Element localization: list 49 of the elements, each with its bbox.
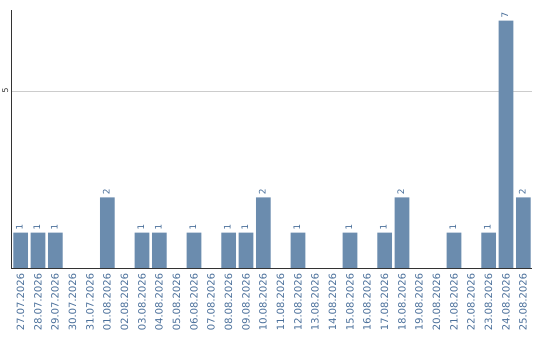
x-tick-label: 06.08.2026 <box>189 273 200 330</box>
data-label: 7 <box>501 12 511 18</box>
x-tick-label: 29.07.2026 <box>50 273 62 330</box>
data-label: 1 <box>380 224 390 230</box>
x-tick-label: 04.08.2026 <box>154 273 166 330</box>
y-tick-label: 5 <box>0 88 10 93</box>
data-label: 1 <box>484 224 494 230</box>
x-tick-label: 10.08.2026 <box>258 273 270 330</box>
x-tick-label: 09.08.2026 <box>241 273 252 330</box>
data-label: 1 <box>241 224 251 230</box>
data-label: 2 <box>258 188 268 194</box>
x-tick-label: 14.08.2026 <box>328 273 339 330</box>
x-tick-label: 25.08.2026 <box>518 273 530 330</box>
data-label: 1 <box>224 224 234 230</box>
data-label: 2 <box>397 188 407 194</box>
x-tick-label: 28.07.2026 <box>33 273 44 330</box>
x-tick-label: 19.08.2026 <box>414 273 426 330</box>
data-label: 1 <box>50 224 60 230</box>
data-label: 2 <box>102 188 112 194</box>
data-label: 1 <box>189 224 199 230</box>
x-tick-label: 05.08.2026 <box>172 273 183 330</box>
data-label: 1 <box>33 224 43 230</box>
x-tick-label: 27.07.2026 <box>16 273 27 330</box>
x-tick-label: 30.07.2026 <box>68 273 79 330</box>
data-label: 2 <box>518 188 528 194</box>
x-tick-label: 15.08.2026 <box>345 273 356 330</box>
x-tick-label: 13.08.2026 <box>310 273 322 330</box>
x-tick-label: 31.07.2026 <box>85 273 96 330</box>
x-tick-label: 22.08.2026 <box>466 273 478 330</box>
x-tick-label: 23.08.2026 <box>484 273 495 330</box>
data-label: 1 <box>16 224 26 230</box>
x-tick-label: 02.08.2026 <box>120 273 131 330</box>
x-tick-label: 03.08.2026 <box>137 273 148 330</box>
x-tick-label: 01.08.2026 <box>102 273 114 330</box>
x-tick-label: 17.08.2026 <box>380 273 391 330</box>
x-tick-label: 12.08.2026 <box>293 273 304 330</box>
x-tick-label: 07.08.2026 <box>206 273 218 330</box>
data-label: 1 <box>345 224 355 230</box>
x-tick-label: 20.08.2026 <box>432 273 443 330</box>
data-label: 1 <box>154 224 164 230</box>
x-tick-label: 08.08.2026 <box>224 273 235 330</box>
x-tick-label: 24.08.2026 <box>501 273 512 330</box>
data-label: 1 <box>137 224 147 230</box>
x-tick-label: 16.08.2026 <box>362 273 374 330</box>
x-tick-label: 11.08.2026 <box>276 273 287 330</box>
data-label: 1 <box>449 224 459 230</box>
data-label: 1 <box>293 224 303 230</box>
x-tick-label: 21.08.2026 <box>449 273 460 330</box>
x-tick-label: 18.08.2026 <box>397 273 408 330</box>
